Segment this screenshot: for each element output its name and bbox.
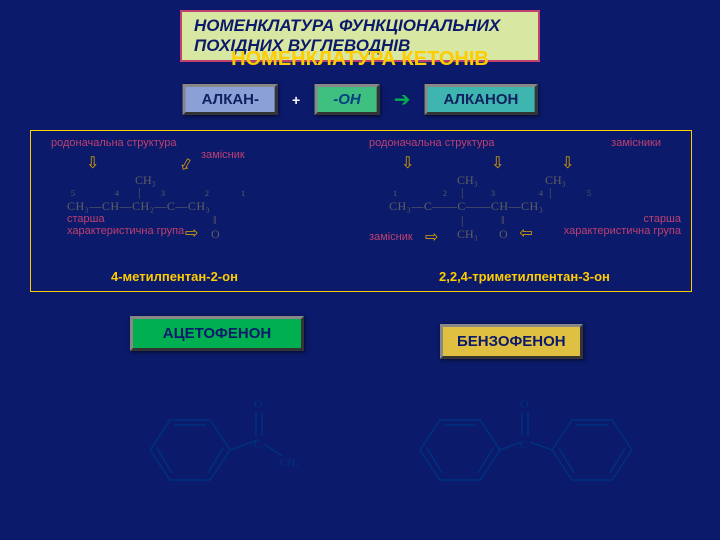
bond-dbl: ‖: [213, 213, 216, 228]
anno-senior: старша характеристична група: [564, 213, 681, 237]
num: 5: [71, 189, 75, 198]
arrow-right-icon: ⇨: [425, 227, 438, 247]
o-label: O: [211, 227, 220, 242]
slide-root: НОМЕНКЛАТУРА ФУНКЦІОНАЛЬНИХ ПОХІДНИХ ВУГ…: [0, 0, 720, 540]
num: 1: [241, 189, 245, 198]
num: 3: [491, 189, 495, 198]
structures-panel: родоначальна структура замісник ⇩ ⇩ CH₃ …: [30, 130, 692, 292]
structure-right: родоначальна структура замісники ⇩ ⇩ ⇩ C…: [361, 131, 691, 291]
structure-left: родоначальна структура замісник ⇩ ⇩ CH₃ …: [31, 131, 361, 291]
bond-vert: |: [549, 185, 551, 200]
anno-parent: родоначальна структура: [51, 137, 176, 149]
section-title: НОМЕНКЛАТУРА КЕТОНІВ: [231, 48, 489, 71]
o-atom: O: [520, 397, 529, 411]
o-label: O: [499, 227, 508, 242]
bond-dbl: ‖: [501, 213, 504, 228]
arrow-down-icon: ⇩: [401, 153, 414, 173]
num: 1: [393, 189, 397, 198]
num: 5: [587, 189, 591, 198]
plaque-alkan: АЛКАН-: [183, 84, 278, 115]
molecule-name-right: 2,2,4-триметилпентан-3-он: [439, 269, 610, 284]
branch-label: CH₃: [457, 227, 478, 242]
arrow-right-icon: ➔: [394, 87, 411, 112]
benzophenone-structure: O C: [400, 370, 650, 510]
acetophenone-structure: O C CH₃: [110, 370, 300, 510]
arrow-diag-icon: ⇩: [175, 153, 197, 177]
arrow-down-icon: ⇩: [561, 153, 574, 173]
num: 4: [115, 189, 119, 198]
ch3-group: CH₃: [280, 457, 299, 469]
anno-senior: старша характеристична група: [67, 213, 184, 237]
plus-sign: +: [292, 92, 300, 108]
naming-scheme: АЛКАН- + -ОН ➔ АЛКАНОН: [183, 84, 538, 115]
c-atom: C: [520, 437, 528, 451]
plaque-benzophenone: БЕНЗОФЕНОН: [440, 324, 583, 359]
c-atom: C: [254, 437, 262, 451]
arrow-right-icon: ⇨: [185, 223, 198, 243]
plaque-on: -ОН: [314, 84, 380, 115]
anno-sub: замісник: [369, 231, 413, 243]
o-atom: O: [254, 397, 263, 411]
anno-parent: родоначальна структура: [369, 137, 494, 149]
bond-vert: |: [461, 213, 463, 228]
num: 2: [205, 189, 209, 198]
arrow-down-icon: ⇩: [86, 153, 99, 173]
num: 4: [539, 189, 543, 198]
bond-vert: |: [138, 185, 140, 200]
plaque-alkanon: АЛКАНОН: [424, 84, 537, 115]
arrow-left-icon: ⇨: [519, 223, 532, 243]
anno-subs: замісники: [611, 137, 661, 149]
chain-label: CH₃—CH—CH₂—C—CH₃: [67, 199, 210, 214]
num: 3: [161, 189, 165, 198]
anno-sub: замісник: [201, 149, 245, 161]
molecule-name-left: 4-метилпентан-2-он: [111, 269, 238, 284]
chain-label: CH₃—C——C——CH—CH₃: [389, 199, 543, 214]
bond-vert: |: [461, 185, 463, 200]
plaque-acetophenone: АЦЕТОФЕНОН: [130, 316, 304, 351]
arrow-down-icon: ⇩: [491, 153, 504, 173]
num: 2: [443, 189, 447, 198]
